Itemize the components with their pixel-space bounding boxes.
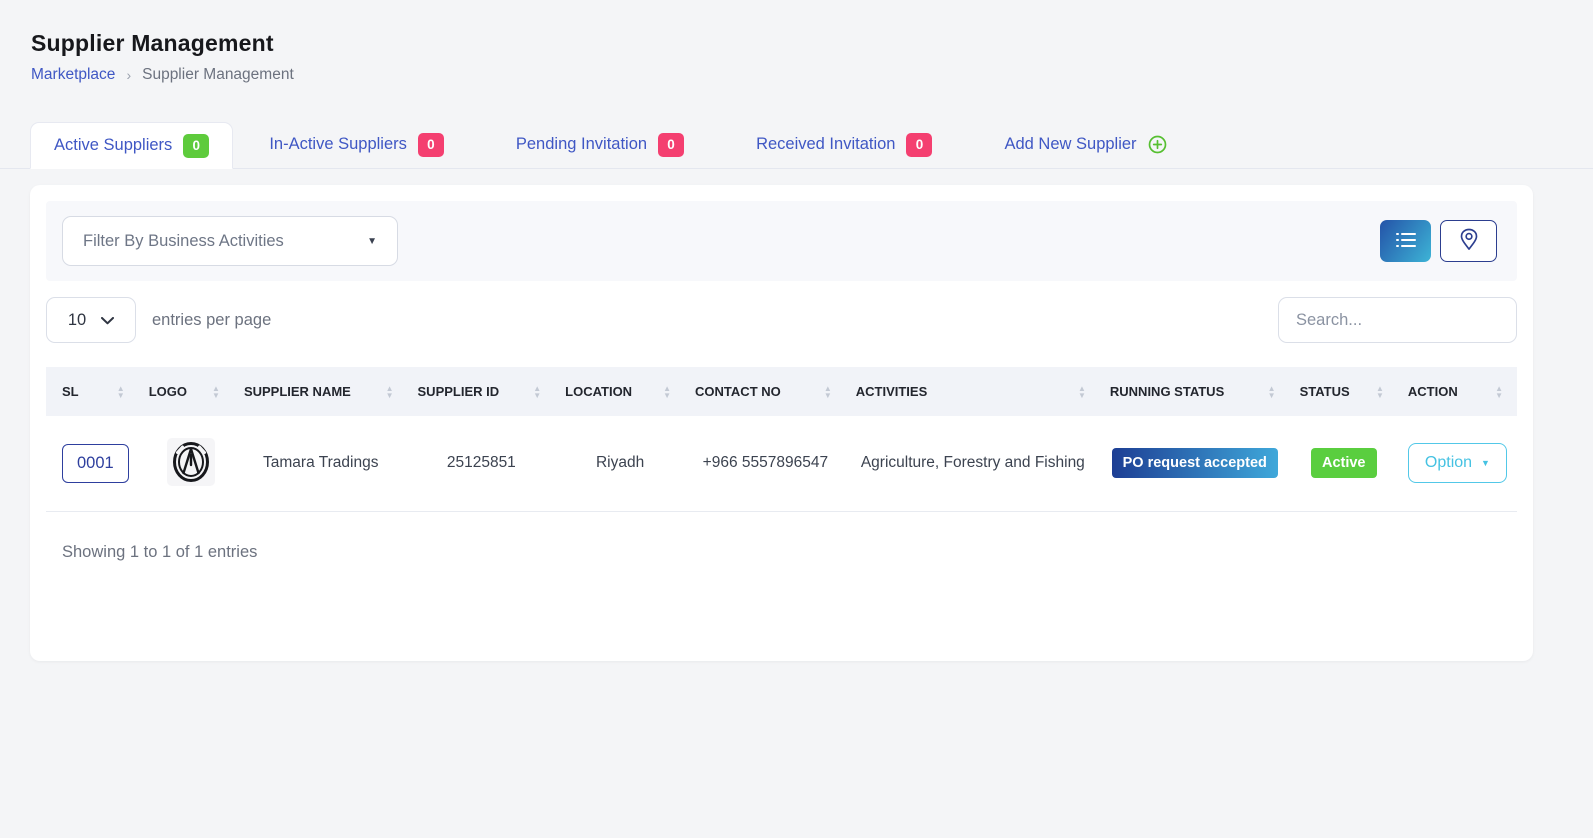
caret-down-icon: ▼ bbox=[367, 235, 377, 247]
sort-icon: ▲ ▼ bbox=[1077, 383, 1086, 400]
suppliers-card: Filter By Business Activities ▼ bbox=[30, 185, 1533, 661]
tab-count-badge: 0 bbox=[183, 133, 210, 158]
tab-inactive-suppliers[interactable]: In-Active Suppliers 0 bbox=[233, 121, 480, 168]
running-status-badge: PO request accepted bbox=[1111, 448, 1278, 479]
caret-down-icon: ▼ bbox=[1481, 458, 1490, 469]
status-badge: Active bbox=[1310, 448, 1377, 479]
sort-icon: ▲ ▼ bbox=[385, 383, 394, 400]
entries-per-page-label: entries per page bbox=[152, 310, 272, 329]
option-dropdown-button[interactable]: Option ▼ bbox=[1407, 443, 1507, 484]
business-activities-filter-select[interactable]: Filter By Business Activities ▼ bbox=[62, 216, 398, 266]
supplier-logo bbox=[166, 437, 215, 486]
column-header-logo[interactable]: LOGO ▲ ▼ bbox=[138, 367, 234, 416]
table-summary: Showing 1 to 1 of 1 entries bbox=[62, 542, 258, 561]
column-header-action[interactable]: ACTION ▲ ▼ bbox=[1397, 367, 1517, 416]
tab-label: Received Invitation bbox=[756, 135, 896, 153]
column-header-activities[interactable]: ACTIVITIES ▲ ▼ bbox=[845, 367, 1100, 416]
cell-location: Riyadh bbox=[555, 416, 686, 512]
supplier-sl-link[interactable]: 0001 bbox=[62, 443, 129, 483]
tab-add-new-supplier[interactable]: Add New Supplier bbox=[968, 121, 1202, 168]
column-header-supplier-id[interactable]: SUPPLIER ID ▲ ▼ bbox=[407, 367, 556, 416]
column-header-contact-no[interactable]: CONTACT NO ▲ ▼ bbox=[685, 367, 846, 416]
tab-count-badge: 0 bbox=[417, 132, 444, 157]
tab-pending-invitation[interactable]: Pending Invitation 0 bbox=[480, 121, 720, 168]
search-input[interactable] bbox=[1278, 297, 1517, 343]
tab-label: Pending Invitation bbox=[515, 135, 648, 153]
table-controls-row: 10 entries per page bbox=[46, 297, 1517, 343]
sort-icon: ▲ ▼ bbox=[1267, 383, 1276, 400]
table-header-row: SL ▲ ▼ LOGO ▲ ▼ SUPPLIER NAME ▲ ▼ SUPPLIER ID ▲… bbox=[46, 367, 1517, 416]
table-row: 0001 Tamara bbox=[46, 416, 1517, 512]
sort-icon: ▲ ▼ bbox=[1495, 383, 1503, 400]
breadcrumb-current: Supplier Management bbox=[142, 66, 294, 83]
sort-icon: ▲ ▼ bbox=[116, 383, 125, 400]
breadcrumb: Marketplace › Supplier Management bbox=[31, 66, 1563, 84]
map-pin-icon bbox=[1459, 228, 1479, 254]
tab-active-suppliers[interactable]: Active Suppliers 0 bbox=[30, 122, 234, 169]
column-header-running-status[interactable]: RUNNING STATUS ▲ ▼ bbox=[1099, 367, 1290, 416]
view-toggle-group bbox=[1380, 220, 1497, 262]
breadcrumb-separator-icon: › bbox=[126, 67, 132, 83]
sort-icon: ▲ ▼ bbox=[823, 383, 832, 400]
sort-icon: ▲ ▼ bbox=[1375, 383, 1384, 400]
list-view-icon bbox=[1395, 232, 1416, 251]
tab-label: Active Suppliers bbox=[54, 136, 173, 154]
cell-supplier-name: Tamara Tradings bbox=[233, 416, 408, 512]
filter-bar: Filter By Business Activities ▼ bbox=[46, 201, 1517, 281]
column-header-status[interactable]: STATUS ▲ ▼ bbox=[1289, 367, 1398, 416]
cell-contact-no: +966 5557896547 bbox=[685, 416, 846, 512]
tab-count-badge: 0 bbox=[906, 132, 933, 157]
tab-label: In-Active Suppliers bbox=[269, 135, 407, 153]
tab-label: Add New Supplier bbox=[1004, 135, 1137, 153]
entries-per-page-value: 10 bbox=[67, 310, 87, 329]
plus-circle-icon bbox=[1148, 135, 1167, 154]
column-header-supplier-name[interactable]: SUPPLIER NAME ▲ ▼ bbox=[233, 367, 408, 416]
cell-supplier-id: 25125851 bbox=[407, 416, 556, 512]
tab-received-invitation[interactable]: Received Invitation 0 bbox=[720, 121, 968, 168]
column-header-location[interactable]: LOCATION ▲ ▼ bbox=[555, 367, 686, 416]
tab-count-badge: 0 bbox=[658, 132, 685, 157]
page-title: Supplier Management bbox=[31, 30, 274, 56]
sort-icon: ▲ ▼ bbox=[663, 383, 672, 400]
list-view-button[interactable] bbox=[1380, 220, 1431, 262]
column-header-sl[interactable]: SL ▲ ▼ bbox=[46, 367, 139, 416]
sort-icon: ▲ ▼ bbox=[533, 383, 542, 400]
entries-per-page-select[interactable]: 10 bbox=[46, 297, 136, 343]
cell-activities: Agriculture, Forestry and Fishing bbox=[845, 416, 1100, 512]
suppliers-table: SL ▲ ▼ LOGO ▲ ▼ SUPPLIER NAME ▲ ▼ SUPPLIER ID ▲… bbox=[46, 367, 1517, 512]
page-header: Supplier Management Marketplace › Suppli… bbox=[0, 0, 1593, 84]
filter-placeholder: Filter By Business Activities bbox=[83, 231, 284, 250]
breadcrumb-marketplace-link[interactable]: Marketplace bbox=[31, 66, 116, 83]
sort-icon: ▲ ▼ bbox=[212, 383, 220, 400]
map-view-button[interactable] bbox=[1440, 220, 1497, 262]
tab-bar: Active Suppliers 0 In-Active Suppliers 0… bbox=[0, 121, 1593, 169]
chevron-down-icon bbox=[101, 311, 115, 330]
